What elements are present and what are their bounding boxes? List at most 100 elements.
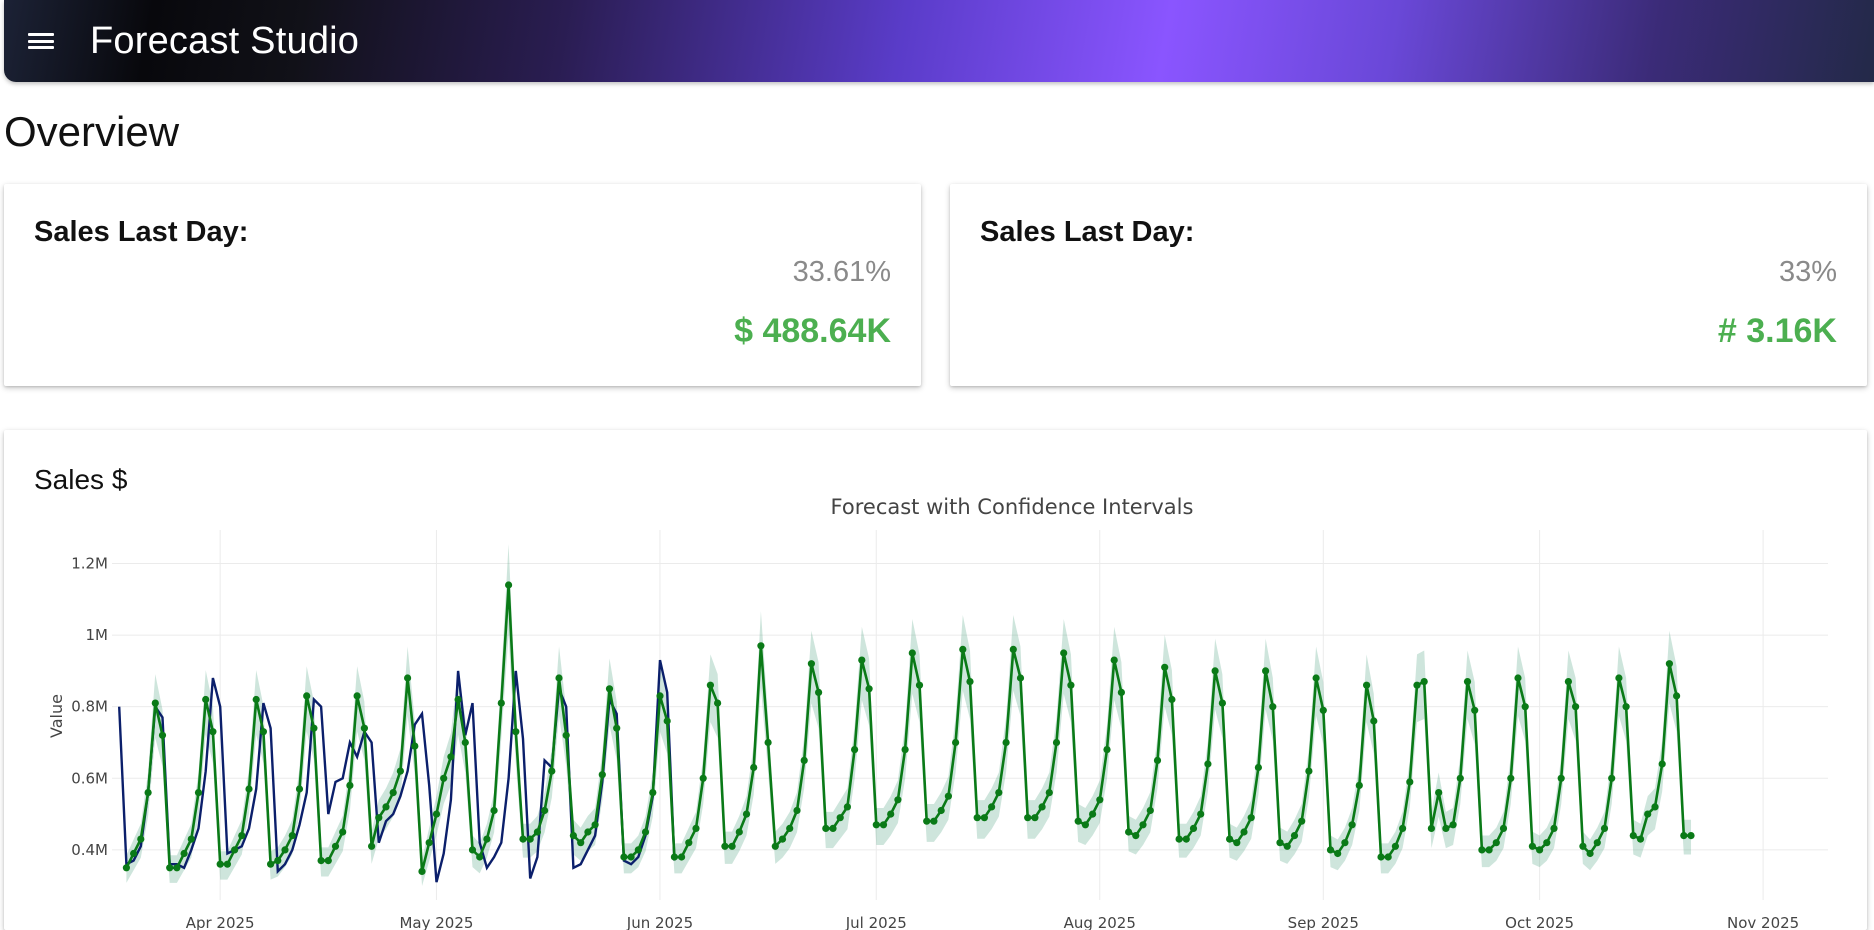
forecast-point [1009,645,1017,653]
forecast-point [281,846,289,854]
actual-series-line [118,659,676,883]
forecast-point [944,792,953,800]
forecast-point [1543,839,1551,847]
forecast-point [202,695,210,704]
forecast-point [1211,667,1219,675]
forecast-point [656,692,664,700]
forecast-point [533,828,542,836]
forecast-point [714,699,722,707]
app-bar: Forecast Studio [4,0,1874,82]
forecast-point [245,785,253,793]
forecast-point [411,742,419,750]
forecast-point [815,688,823,696]
forecast-point [1089,810,1097,818]
forecast-point [1334,849,1342,858]
forecast-point [1377,853,1385,861]
forecast-point [1608,774,1616,782]
forecast-point [1442,824,1450,832]
forecast-point [1218,699,1226,707]
page-title: Overview [4,108,180,155]
forecast-point [1197,810,1205,818]
forecast-point [1507,774,1515,782]
forecast-point [1319,706,1327,714]
forecast-point [1355,781,1363,789]
forecast-point [389,789,397,797]
x-tick-label: Oct 2025 [1505,914,1574,930]
forecast-point [771,842,779,850]
forecast-point [980,814,989,822]
forecast-point [894,796,902,804]
forecast-point [620,853,628,861]
forecast-point [1110,656,1118,664]
forecast-point [793,806,801,815]
forecast-point [1413,681,1421,689]
forecast-point [418,867,426,875]
kpi-card-sales-count: Sales Last Day: 33% # 3.16K [950,184,1867,386]
forecast-point [1132,832,1140,840]
forecast-point [238,832,246,840]
forecast-point [872,821,880,829]
forecast-point [706,681,715,689]
forecast-point [310,724,318,732]
forecast-point [865,685,873,693]
forecast-point [1399,824,1407,832]
forecast-point [1074,817,1082,825]
forecast-point [613,724,621,732]
forecast-point [548,767,556,775]
forecast-point [1406,778,1414,786]
forecast-point [1427,824,1435,832]
forecast-point [1499,824,1508,832]
kpi-percent: 33.61% [792,256,891,288]
forecast-point [952,738,960,747]
forecast-point [1687,832,1695,840]
forecast-point [750,763,758,772]
forecast-point [231,846,239,854]
forecast-point [360,724,368,732]
forecast-point [1276,839,1284,847]
forecast-point [1514,674,1522,682]
y-tick-label: 0.6M [71,769,108,787]
forecast-point [303,692,311,700]
forecast-point [1060,649,1068,657]
forecast-point [1629,832,1637,840]
forecast-point [1665,660,1673,668]
forecast-point [1146,806,1154,815]
forecast-point [1673,692,1681,700]
app-title: Forecast Studio [90,19,360,62]
forecast-point [1153,756,1162,764]
forecast-point [1528,842,1536,850]
forecast-point [404,674,412,682]
forecast-point [1363,681,1371,689]
forecast-point [331,842,340,850]
forecast-point [1471,706,1479,714]
hamburger-menu-icon[interactable] [28,31,54,51]
forecast-point [822,824,830,832]
forecast-point [764,738,772,747]
forecast-point [1370,717,1378,725]
forecast-point [757,642,765,650]
forecast-point [800,756,808,764]
forecast-point [605,685,614,693]
forecast-point [1593,839,1601,847]
forecast-point [836,814,844,822]
forecast-point [598,771,606,779]
forecast-point [1052,738,1061,747]
forecast-point [1045,789,1053,797]
forecast-point [1463,678,1472,686]
kpi-value: $ 488.64K [734,312,891,350]
y-tick-label: 1.2M [71,554,108,572]
forecast-point [274,857,282,865]
forecast-point [721,842,729,850]
forecast-point [1615,674,1623,682]
forecast-chart[interactable]: Forecast with Confidence Intervals 0.4M 0.… [4,430,1867,930]
forecast-point [1233,839,1241,847]
forecast-point [562,731,570,739]
forecast-point [1449,821,1457,829]
chart-card-heading: Sales $ [34,464,128,495]
forecast-point [267,860,275,868]
forecast-point [173,864,181,872]
forecast-point [375,814,383,822]
forecast-point [1262,667,1270,675]
forecast-point [1557,774,1565,782]
forecast-point [591,821,599,829]
